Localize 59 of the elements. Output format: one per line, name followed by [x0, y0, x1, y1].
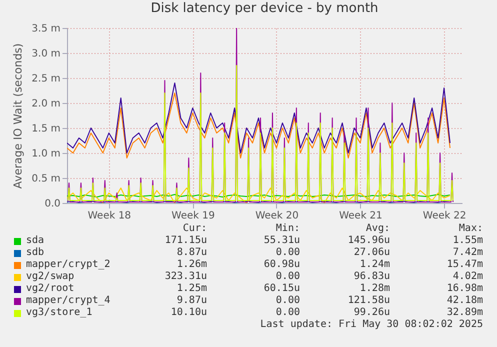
text: 0.00	[276, 307, 300, 318]
legend-label: vg2/root	[26, 283, 74, 294]
text: 32.89m	[446, 307, 483, 318]
y-axis-title: Average IO Wait (seconds)	[12, 43, 25, 189]
y-tick-label: 0.0	[44, 198, 60, 210]
chart-title: Disk latency per device - by month	[150, 1, 378, 16]
y-tick-label: 3.0 m	[32, 48, 60, 60]
line-series	[67, 92, 451, 158]
text: 1.26m	[176, 259, 207, 270]
text: 27.06u	[354, 247, 390, 258]
line-series	[67, 65, 454, 201]
text: 0.00	[276, 295, 300, 306]
text: 1.28m	[360, 283, 390, 294]
text: 1.24m	[360, 259, 390, 270]
legend-label: mapper/crypt_4	[26, 295, 110, 306]
text: 0.00	[276, 271, 300, 282]
text: 55.31u	[264, 235, 300, 246]
text: 60.15u	[264, 283, 300, 294]
legend-label: vg3/store_1	[26, 307, 92, 318]
text: 15.47m	[446, 259, 483, 270]
text: 9.87u	[176, 295, 207, 306]
y-tick-label: 2.0 m	[32, 98, 60, 110]
text: 7.42m	[452, 247, 483, 258]
text: 323.31u	[164, 271, 207, 282]
line-series	[67, 188, 451, 203]
x-tick-label: Week 21	[339, 210, 382, 222]
text: Max:	[458, 223, 483, 234]
legend-label: sdb	[26, 247, 44, 258]
y-tick-label: 1.5 m	[32, 124, 60, 134]
x-tick-label: Week 20	[255, 210, 299, 222]
text: 1.55m	[452, 235, 483, 246]
text: 171.15u	[164, 235, 207, 246]
text: 99.26u	[354, 307, 390, 318]
text: 16.98m	[446, 283, 483, 294]
text: 145.96u	[348, 235, 390, 246]
x-tick-label: Week 18	[88, 210, 132, 222]
y-tick-label: 3.5 m	[32, 24, 60, 34]
text: Min:	[276, 223, 300, 234]
text: 4.02m	[452, 271, 483, 282]
text: 10.10u	[170, 307, 207, 318]
legend-label: sda	[26, 235, 44, 246]
text: 0.00	[276, 247, 300, 258]
legend-label: mapper/crypt_2	[26, 259, 110, 270]
text: Cur:	[182, 223, 207, 234]
text: 60.98u	[264, 259, 300, 270]
text: 121.58u	[348, 295, 390, 306]
text: 1.25m	[176, 283, 207, 294]
text: Avg:	[366, 223, 390, 234]
x-tick-label: Week 19	[172, 210, 215, 222]
legend-label: vg2/swap	[26, 271, 74, 282]
y-tick-label: 2.5 m	[32, 74, 60, 84]
line-series	[67, 82, 451, 154]
y-tick-label: 1.0 m	[32, 148, 60, 160]
text: Last update: Fri May 30 08:02:02 2025	[260, 319, 483, 330]
text: 96.83u	[354, 271, 390, 282]
y-tick-label: 0.5 m	[32, 174, 60, 184]
text: 8.87u	[176, 247, 207, 258]
x-tick-label: Week 22	[422, 210, 466, 222]
text: 42.18m	[446, 295, 483, 306]
